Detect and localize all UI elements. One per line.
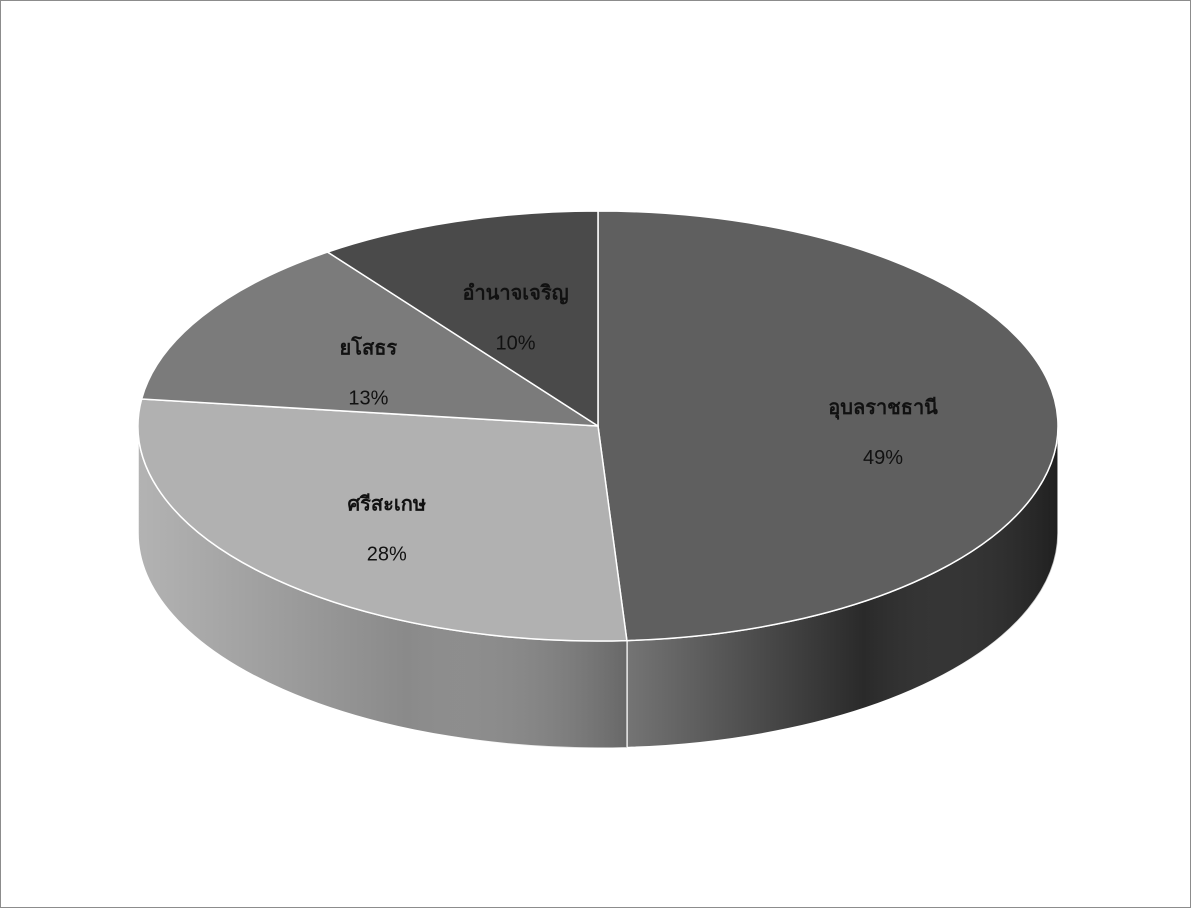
- pie-sides: [137, 425, 1059, 749]
- pie-slice-3: [140, 251, 599, 427]
- slice-label-percent-3: 13%: [348, 388, 388, 410]
- slice-label-name-2: ศรีสะเกษ: [347, 492, 426, 516]
- pie-side-shading-1: [626, 426, 1058, 748]
- pie-slice-1: [597, 210, 1059, 642]
- pie-slice-2: [137, 398, 628, 642]
- slice-label-name-1: อุบลราชธานี: [828, 395, 938, 420]
- pie-top: [137, 210, 1059, 642]
- slice-label-percent-1: 49%: [863, 447, 903, 469]
- slice-label-percent-2: 28%: [367, 544, 407, 566]
- pie-slice-4: [326, 210, 599, 427]
- slice-label-name-4: อำนาจเจริญ: [462, 280, 568, 304]
- data-labels: อุบลราชธานี 49% ศรีสะเกษ 28% ยโสธร 13% อำนาจเจ…: [340, 280, 939, 565]
- slice-label-name-3: ยโสธร: [340, 336, 398, 360]
- slice-label-percent-4: 10%: [496, 332, 536, 354]
- pie-side-shading-2: [138, 426, 627, 748]
